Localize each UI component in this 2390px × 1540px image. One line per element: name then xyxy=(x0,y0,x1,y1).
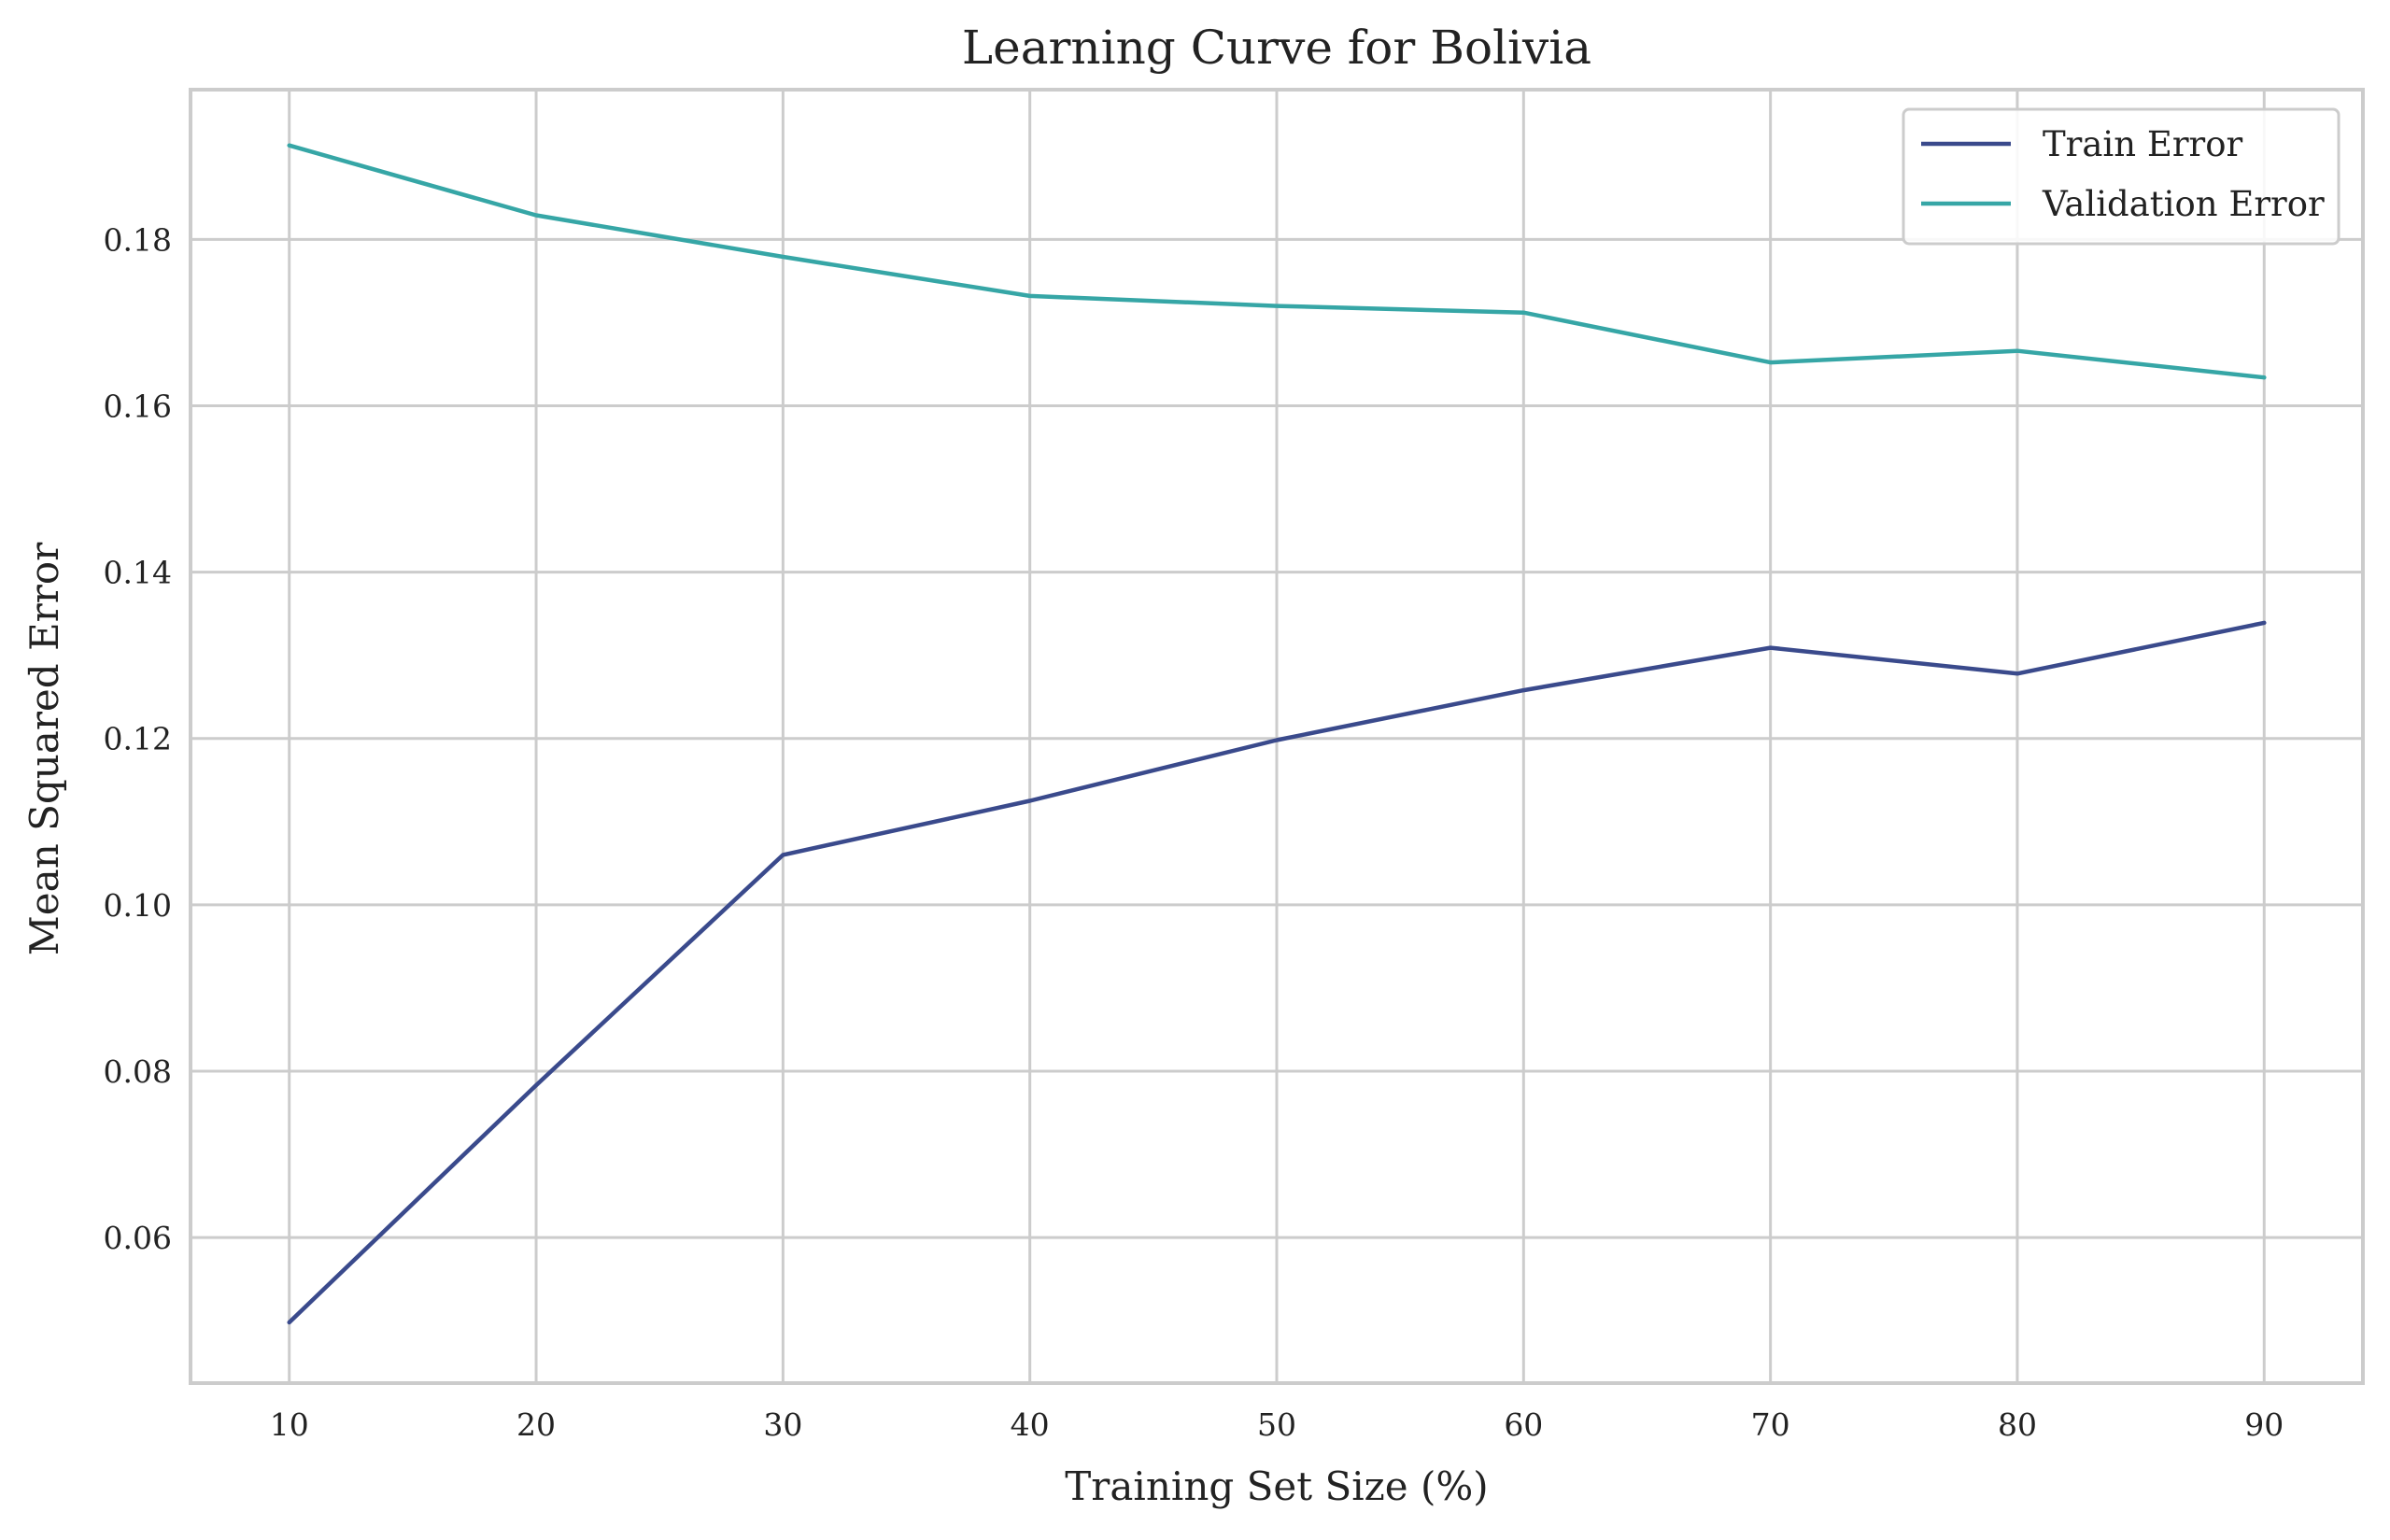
x-tick-label: 30 xyxy=(763,1406,802,1443)
y-axis-label: Mean Squared Error xyxy=(21,542,67,955)
x-tick-label: 70 xyxy=(1751,1406,1790,1443)
x-tick-label: 50 xyxy=(1257,1406,1296,1443)
grid-lines xyxy=(191,90,2363,1383)
y-tick-label: 0.18 xyxy=(104,221,172,258)
x-tick-label: 90 xyxy=(2244,1406,2284,1443)
y-tick-label: 0.16 xyxy=(104,388,172,424)
y-tick-label: 0.12 xyxy=(104,721,172,757)
legend-box xyxy=(1902,107,2341,246)
x-tick-label: 80 xyxy=(1998,1406,2037,1443)
tick-labels: 10 20 30 40 50 60 70 80 90 0.06 0.08 0.10 0.12 0.14 0.… xyxy=(104,221,2284,1443)
chart-title: Learning Curve for Bolivia xyxy=(962,21,1591,75)
x-tick-label: 10 xyxy=(270,1406,309,1443)
y-tick-label: 0.14 xyxy=(104,555,172,591)
plot-frame xyxy=(189,88,2365,1385)
x-axis-label: Training Set Size (%) xyxy=(1065,1463,1488,1509)
series-line-train-error xyxy=(287,620,2267,1325)
legend: Train Error Validation Error xyxy=(1902,107,2341,246)
x-tick-label: 20 xyxy=(516,1406,556,1443)
legend-label-validation-error: Validation Error xyxy=(2042,184,2325,224)
y-tick-label: 0.08 xyxy=(104,1053,172,1090)
series-line-validation-error xyxy=(287,143,2267,380)
x-tick-label: 60 xyxy=(1504,1406,1543,1443)
legend-label-train-error: Train Error xyxy=(2043,124,2243,164)
x-tick-label: 40 xyxy=(1011,1406,1050,1443)
y-tick-label: 0.06 xyxy=(104,1220,172,1256)
y-tick-label: 0.10 xyxy=(104,887,172,924)
series-lines xyxy=(287,143,2267,1325)
